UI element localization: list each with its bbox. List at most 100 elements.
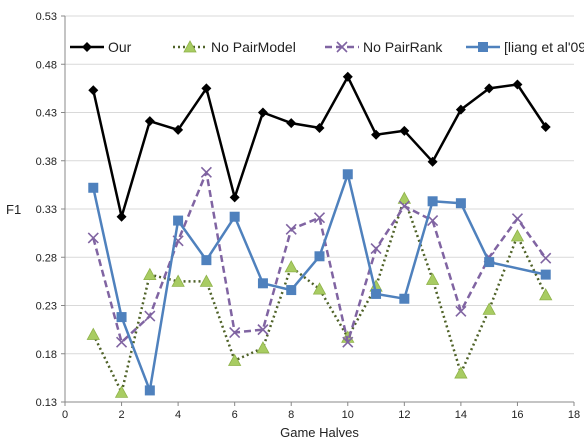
data-point bbox=[539, 288, 553, 301]
legend: Our No PairModel No PairRank [liang et al'0… bbox=[70, 39, 584, 55]
data-point bbox=[144, 385, 155, 396]
series-line bbox=[92, 171, 547, 344]
data-point bbox=[371, 129, 382, 140]
series-line bbox=[92, 173, 546, 392]
data-point bbox=[257, 107, 268, 118]
data-point bbox=[285, 223, 297, 235]
data-point bbox=[87, 232, 99, 244]
y-axis-title: F1 bbox=[6, 202, 21, 217]
data-point bbox=[88, 182, 99, 193]
data-point bbox=[201, 255, 212, 266]
data-point bbox=[171, 274, 185, 287]
legend-swatch-marker bbox=[82, 42, 92, 52]
data-point bbox=[173, 124, 184, 135]
data-point bbox=[114, 385, 129, 398]
data-point bbox=[144, 116, 155, 127]
data-point bbox=[173, 215, 184, 226]
data-point bbox=[257, 278, 268, 289]
data-point bbox=[455, 104, 466, 115]
data-point bbox=[342, 71, 353, 82]
data-point bbox=[257, 324, 269, 336]
data-point bbox=[399, 125, 410, 136]
data-point bbox=[143, 267, 157, 281]
data-point bbox=[342, 336, 354, 348]
legend-label: No PairRank bbox=[363, 39, 443, 55]
data-point bbox=[511, 213, 524, 225]
data-point bbox=[399, 293, 410, 304]
data-point bbox=[144, 310, 156, 322]
data-point bbox=[115, 336, 128, 348]
data-point bbox=[427, 156, 438, 167]
x-tick-label: 14 bbox=[455, 409, 467, 421]
y-tick-label: 0.28 bbox=[36, 252, 57, 264]
data-point bbox=[199, 274, 214, 287]
data-point bbox=[86, 327, 100, 340]
series-group bbox=[86, 71, 553, 398]
y-tick-label: 0.23 bbox=[36, 301, 57, 313]
series-no-pairrank bbox=[87, 166, 552, 348]
x-axis-title: Game Halves bbox=[280, 425, 359, 440]
data-point bbox=[116, 211, 127, 222]
x-tick-label: 8 bbox=[288, 409, 294, 421]
data-point bbox=[229, 326, 241, 339]
legend-item: No PairModel bbox=[173, 39, 296, 55]
y-axis-ticks: 0.13 0.18 0.23 0.28 0.33 0.38 0.43 0.48 0.53 bbox=[36, 11, 65, 409]
data-point bbox=[371, 288, 382, 299]
data-point bbox=[484, 257, 495, 268]
series-line bbox=[92, 197, 547, 394]
data-point bbox=[312, 282, 327, 295]
data-point bbox=[512, 79, 523, 90]
data-point bbox=[427, 196, 438, 207]
legend-swatch-marker bbox=[336, 41, 348, 53]
data-point bbox=[370, 242, 382, 255]
legend-label: [liang et al'09] bbox=[504, 39, 584, 55]
data-point bbox=[482, 302, 496, 315]
data-point bbox=[201, 83, 212, 94]
data-point bbox=[200, 166, 212, 178]
x-tick-label: 0 bbox=[62, 409, 68, 421]
data-point bbox=[88, 85, 99, 96]
data-point bbox=[256, 341, 270, 354]
x-tick-label: 10 bbox=[342, 409, 354, 421]
data-point bbox=[342, 169, 353, 180]
x-tick-label: 4 bbox=[175, 409, 181, 421]
data-point bbox=[484, 83, 495, 94]
data-point bbox=[510, 229, 525, 242]
data-point bbox=[227, 353, 242, 366]
data-point bbox=[455, 305, 467, 317]
legend-label: No PairModel bbox=[211, 39, 296, 55]
data-point bbox=[540, 269, 551, 280]
grid-lines bbox=[65, 15, 574, 355]
data-point bbox=[540, 252, 552, 264]
data-point bbox=[455, 198, 466, 209]
data-point bbox=[314, 122, 325, 133]
data-point bbox=[286, 285, 297, 296]
legend-item: [liang et al'09] bbox=[466, 39, 584, 55]
x-tick-label: 12 bbox=[398, 409, 410, 421]
legend-item: No PairRank bbox=[325, 39, 443, 55]
series-line bbox=[92, 75, 547, 218]
data-point bbox=[425, 272, 440, 285]
x-tick-label: 6 bbox=[232, 409, 238, 421]
data-point bbox=[397, 191, 412, 204]
y-tick-label: 0.13 bbox=[36, 397, 57, 409]
y-tick-label: 0.48 bbox=[36, 59, 57, 71]
x-axis-ticks: 0 2 4 6 8 10 12 14 16 18 bbox=[62, 402, 580, 421]
data-point bbox=[540, 121, 551, 132]
legend-swatch-marker bbox=[183, 40, 197, 53]
data-point bbox=[229, 211, 240, 222]
data-point bbox=[284, 260, 298, 273]
y-tick-label: 0.18 bbox=[36, 349, 57, 361]
data-point bbox=[116, 312, 127, 323]
y-tick-label: 0.33 bbox=[36, 204, 57, 216]
x-tick-label: 18 bbox=[568, 409, 580, 421]
series-liang-et-al-09 bbox=[88, 169, 551, 396]
x-tick-label: 16 bbox=[511, 409, 523, 421]
series-our bbox=[88, 71, 551, 222]
y-tick-label: 0.43 bbox=[36, 108, 57, 120]
data-point bbox=[398, 200, 410, 212]
legend-item: Our bbox=[70, 39, 132, 55]
data-point bbox=[427, 215, 439, 227]
data-point bbox=[229, 192, 240, 203]
